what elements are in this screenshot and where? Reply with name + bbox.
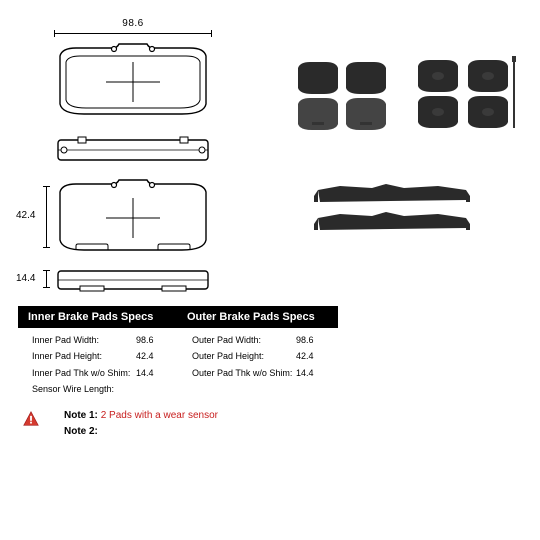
pad-side-drawing (54, 136, 212, 164)
note-1: Note 1: 2 Pads with a wear sensor (64, 408, 502, 424)
technical-drawing: 98.6 42.4 (18, 18, 248, 298)
product-photo-hardware (308, 178, 478, 240)
outer-specs-header: Outer Brake Pads Specs (179, 306, 338, 328)
dimension-width-line (54, 33, 212, 34)
pad-thickness-drawing (54, 268, 212, 292)
outer-specs-col: Outer Pad Width:98.6 Outer Pad Height:42… (178, 332, 338, 398)
specs-table: Inner Brake Pads Specs Outer Brake Pads … (18, 306, 338, 402)
pad-back-drawing (54, 178, 212, 255)
dimension-thickness: 14.4 (20, 268, 50, 292)
dimension-height-label: 42.4 (16, 210, 35, 221)
inner-specs-col: Inner Pad Width:98.6 Inner Pad Height:42… (18, 332, 178, 398)
warning-icon (22, 410, 40, 428)
dimension-thickness-label: 14.4 (16, 273, 35, 284)
note-2: Note 2: (64, 424, 502, 440)
product-photo-pads-set-1 (288, 52, 396, 132)
inner-specs-header: Inner Brake Pads Specs (18, 306, 179, 328)
pad-front-drawing (54, 42, 212, 119)
product-photo-pads-set-2 (410, 52, 518, 132)
notes-section: Note 1: 2 Pads with a wear sensor Note 2… (22, 408, 502, 440)
dimension-width-label: 98.6 (68, 18, 198, 29)
dimension-height: 42.4 (20, 186, 50, 248)
